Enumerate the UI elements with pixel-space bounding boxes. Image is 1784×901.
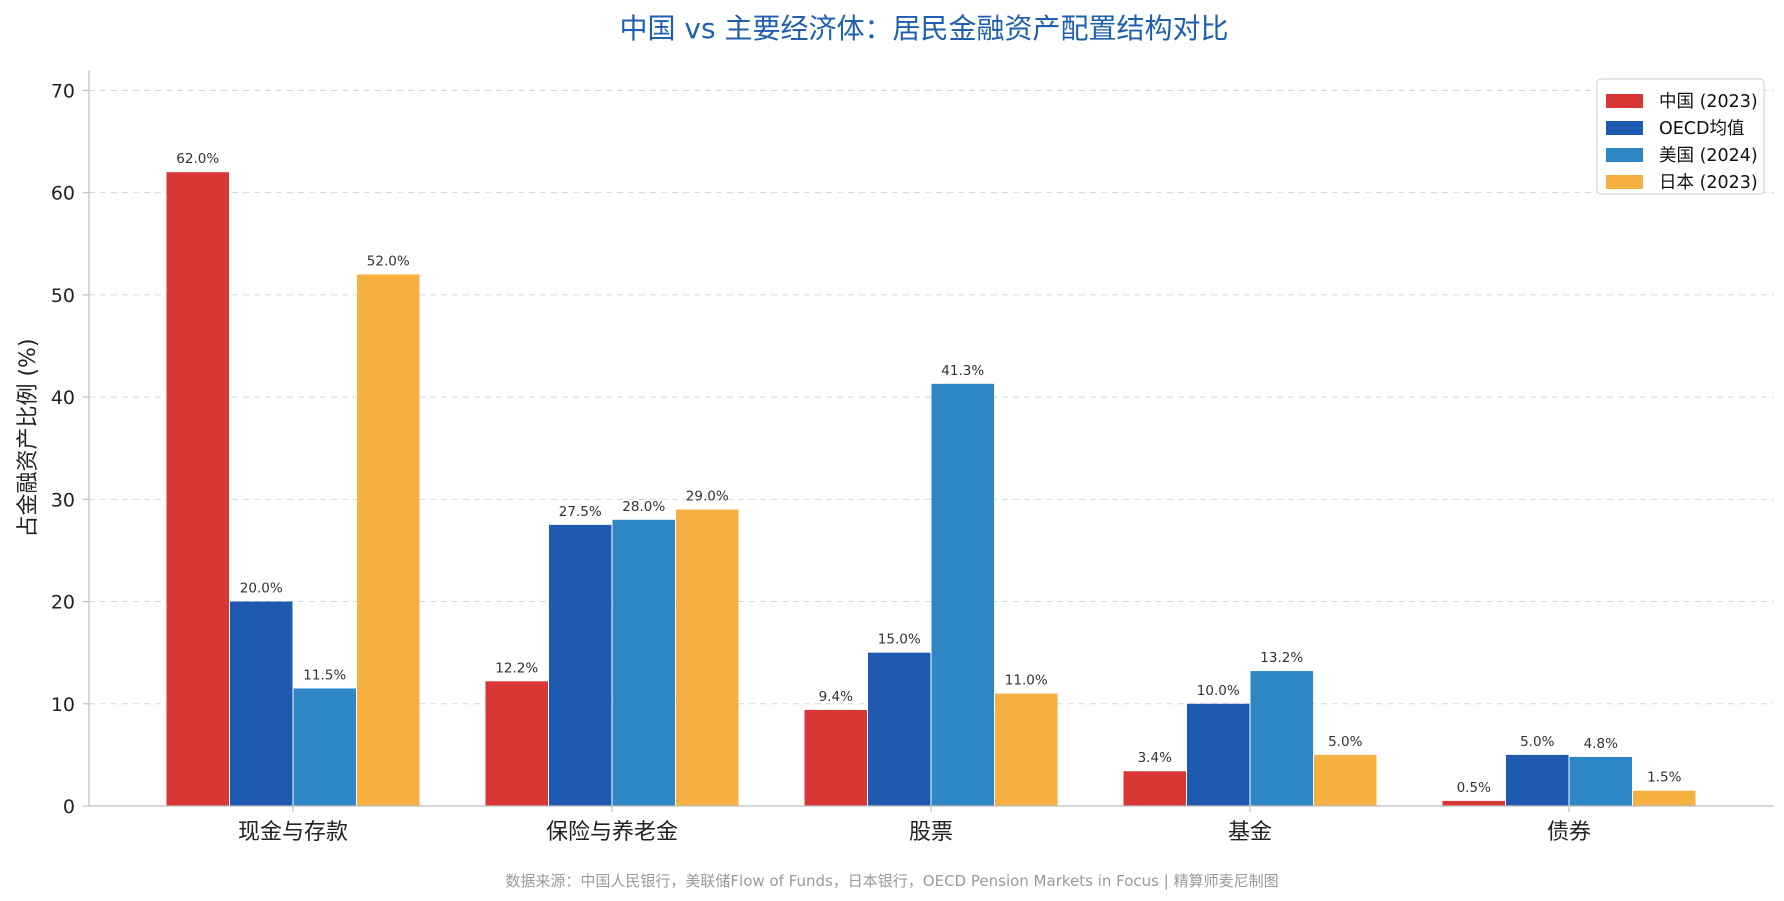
bar	[1569, 756, 1632, 806]
bar	[485, 681, 548, 806]
bars: 62.0% 20.0% 11.5% 52.0% 12.2% 27.5% 28.0% 29.0%…	[166, 151, 1696, 806]
y-tick-label: 50	[51, 285, 75, 307]
y-tick-label: 10	[51, 694, 75, 716]
bar-value-label: 15.0%	[878, 632, 921, 648]
bar	[549, 524, 612, 806]
bar-value-label: 3.4%	[1138, 750, 1172, 766]
bar-value-label: 20.0%	[240, 581, 283, 597]
x-tick-label: 债券	[1547, 820, 1591, 845]
bar-value-label: 62.0%	[176, 151, 219, 167]
bar-value-label: 41.3%	[941, 363, 984, 379]
legend-swatch	[1606, 175, 1643, 189]
bar	[1506, 754, 1569, 806]
bar-value-label: 5.0%	[1520, 734, 1554, 750]
y-tick-label: 30	[51, 489, 75, 511]
bar-value-label: 12.2%	[495, 660, 538, 676]
bar-value-label: 29.0%	[686, 489, 729, 505]
bar-value-label: 11.0%	[1005, 673, 1048, 689]
bar	[804, 709, 867, 806]
x-tick-label: 基金	[1228, 820, 1272, 845]
y-ticks: 0 10 20 30 40 50 60 70	[51, 80, 89, 818]
bar	[612, 519, 675, 806]
bar-value-label: 13.2%	[1260, 650, 1303, 666]
bar-value-label: 28.0%	[622, 499, 665, 515]
bar-value-label: 9.4%	[819, 689, 853, 705]
bar-value-label: 5.0%	[1328, 734, 1362, 750]
x-ticks: 现金与存款 保险与养老金 股票 基金 债券	[238, 806, 1591, 845]
bar-value-label: 11.5%	[303, 667, 346, 683]
bar-value-label: 4.8%	[1584, 736, 1618, 752]
x-tick-label: 现金与存款	[238, 820, 348, 845]
bar	[1633, 790, 1696, 806]
bar-value-label: 1.5%	[1647, 770, 1681, 786]
legend-label: OECD均值	[1659, 119, 1745, 139]
chart-title: 中国 vs 主要经济体：居民金融资产配置结构对比	[620, 12, 1229, 45]
bar	[166, 172, 229, 806]
bar-value-label: 0.5%	[1457, 780, 1491, 796]
bar-value-label: 10.0%	[1197, 683, 1240, 699]
x-tick-label: 保险与养老金	[546, 820, 678, 845]
x-tick-label: 股票	[909, 820, 953, 845]
bar	[1250, 671, 1313, 806]
y-tick-label: 60	[51, 183, 75, 205]
bar-value-label: 27.5%	[559, 504, 602, 520]
y-axis-label: 占金融资产比例 (%)	[16, 338, 41, 537]
y-tick-label: 40	[51, 387, 75, 409]
y-tick-label: 20	[51, 592, 75, 614]
bar-value-label: 52.0%	[367, 253, 410, 269]
bar	[1314, 754, 1377, 806]
bar	[868, 652, 931, 806]
legend-swatch	[1606, 148, 1643, 162]
bar	[357, 274, 420, 806]
bar	[995, 693, 1058, 806]
y-tick-label: 0	[63, 796, 75, 818]
bar	[230, 601, 293, 806]
legend-label: 美国 (2024)	[1659, 146, 1758, 166]
bar	[931, 383, 994, 806]
bar	[1187, 703, 1250, 806]
source-note: 数据来源：中国人民银行，美联储Flow of Funds，日本银行，OECD P…	[505, 872, 1278, 890]
legend-swatch	[1606, 94, 1643, 108]
bar	[676, 509, 739, 806]
legend-label: 中国 (2023)	[1659, 92, 1758, 112]
bar	[1442, 800, 1505, 806]
legend-swatch	[1606, 121, 1643, 135]
legend-label: 日本 (2023)	[1659, 173, 1758, 193]
bar	[293, 688, 356, 806]
y-tick-label: 70	[51, 80, 75, 102]
bar	[1123, 771, 1186, 806]
